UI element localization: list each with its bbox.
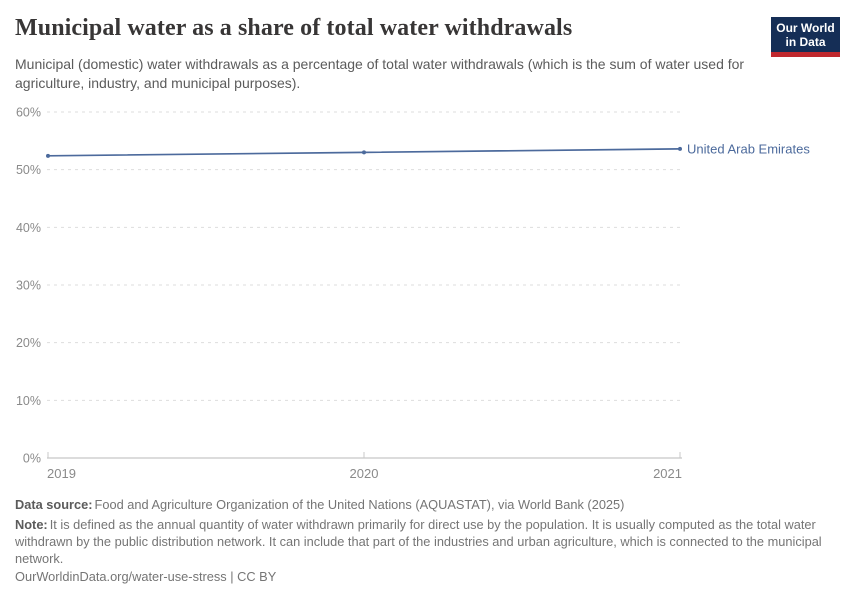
series-label[interactable]: United Arab Emirates [687,141,810,156]
note-label: Note: [15,517,48,532]
y-axis-tick-label: 0% [23,452,41,466]
x-axis-tick-label: 2020 [350,466,379,481]
y-axis-tick-label: 60% [16,106,41,120]
footer-link[interactable]: OurWorldinData.org/water-use-stress | CC… [15,569,277,584]
datasource-label: Data source: [15,497,93,512]
y-axis-tick-label: 50% [16,163,41,177]
owid-logo-line2: in Data [785,35,826,50]
x-axis-tick-label: 2021 [653,466,682,481]
datasource-text: Food and Agriculture Organization of the… [94,497,625,512]
y-axis-tick-label: 40% [16,221,41,235]
page-title: Municipal water as a share of total wate… [15,15,573,41]
y-axis-tick-label: 20% [16,336,41,350]
y-axis-tick-label: 10% [16,394,41,408]
data-point [46,153,50,158]
owid-logo[interactable]: Our World in Data [771,17,840,58]
footer-datasource: Data source: Food and Agriculture Organiz… [15,497,837,512]
chart-subtitle: Municipal (domestic) water withdrawals a… [15,56,745,91]
data-point [678,146,682,151]
owid-logo-line1: Our World [776,21,835,35]
footer-note: Note: It is defined as the annual quantit… [15,517,837,568]
y-axis-tick-label: 30% [16,279,41,293]
note-text: It is defined as the annual quantity of … [15,517,822,566]
data-point [362,150,366,155]
x-axis-tick-label: 2019 [47,466,76,481]
